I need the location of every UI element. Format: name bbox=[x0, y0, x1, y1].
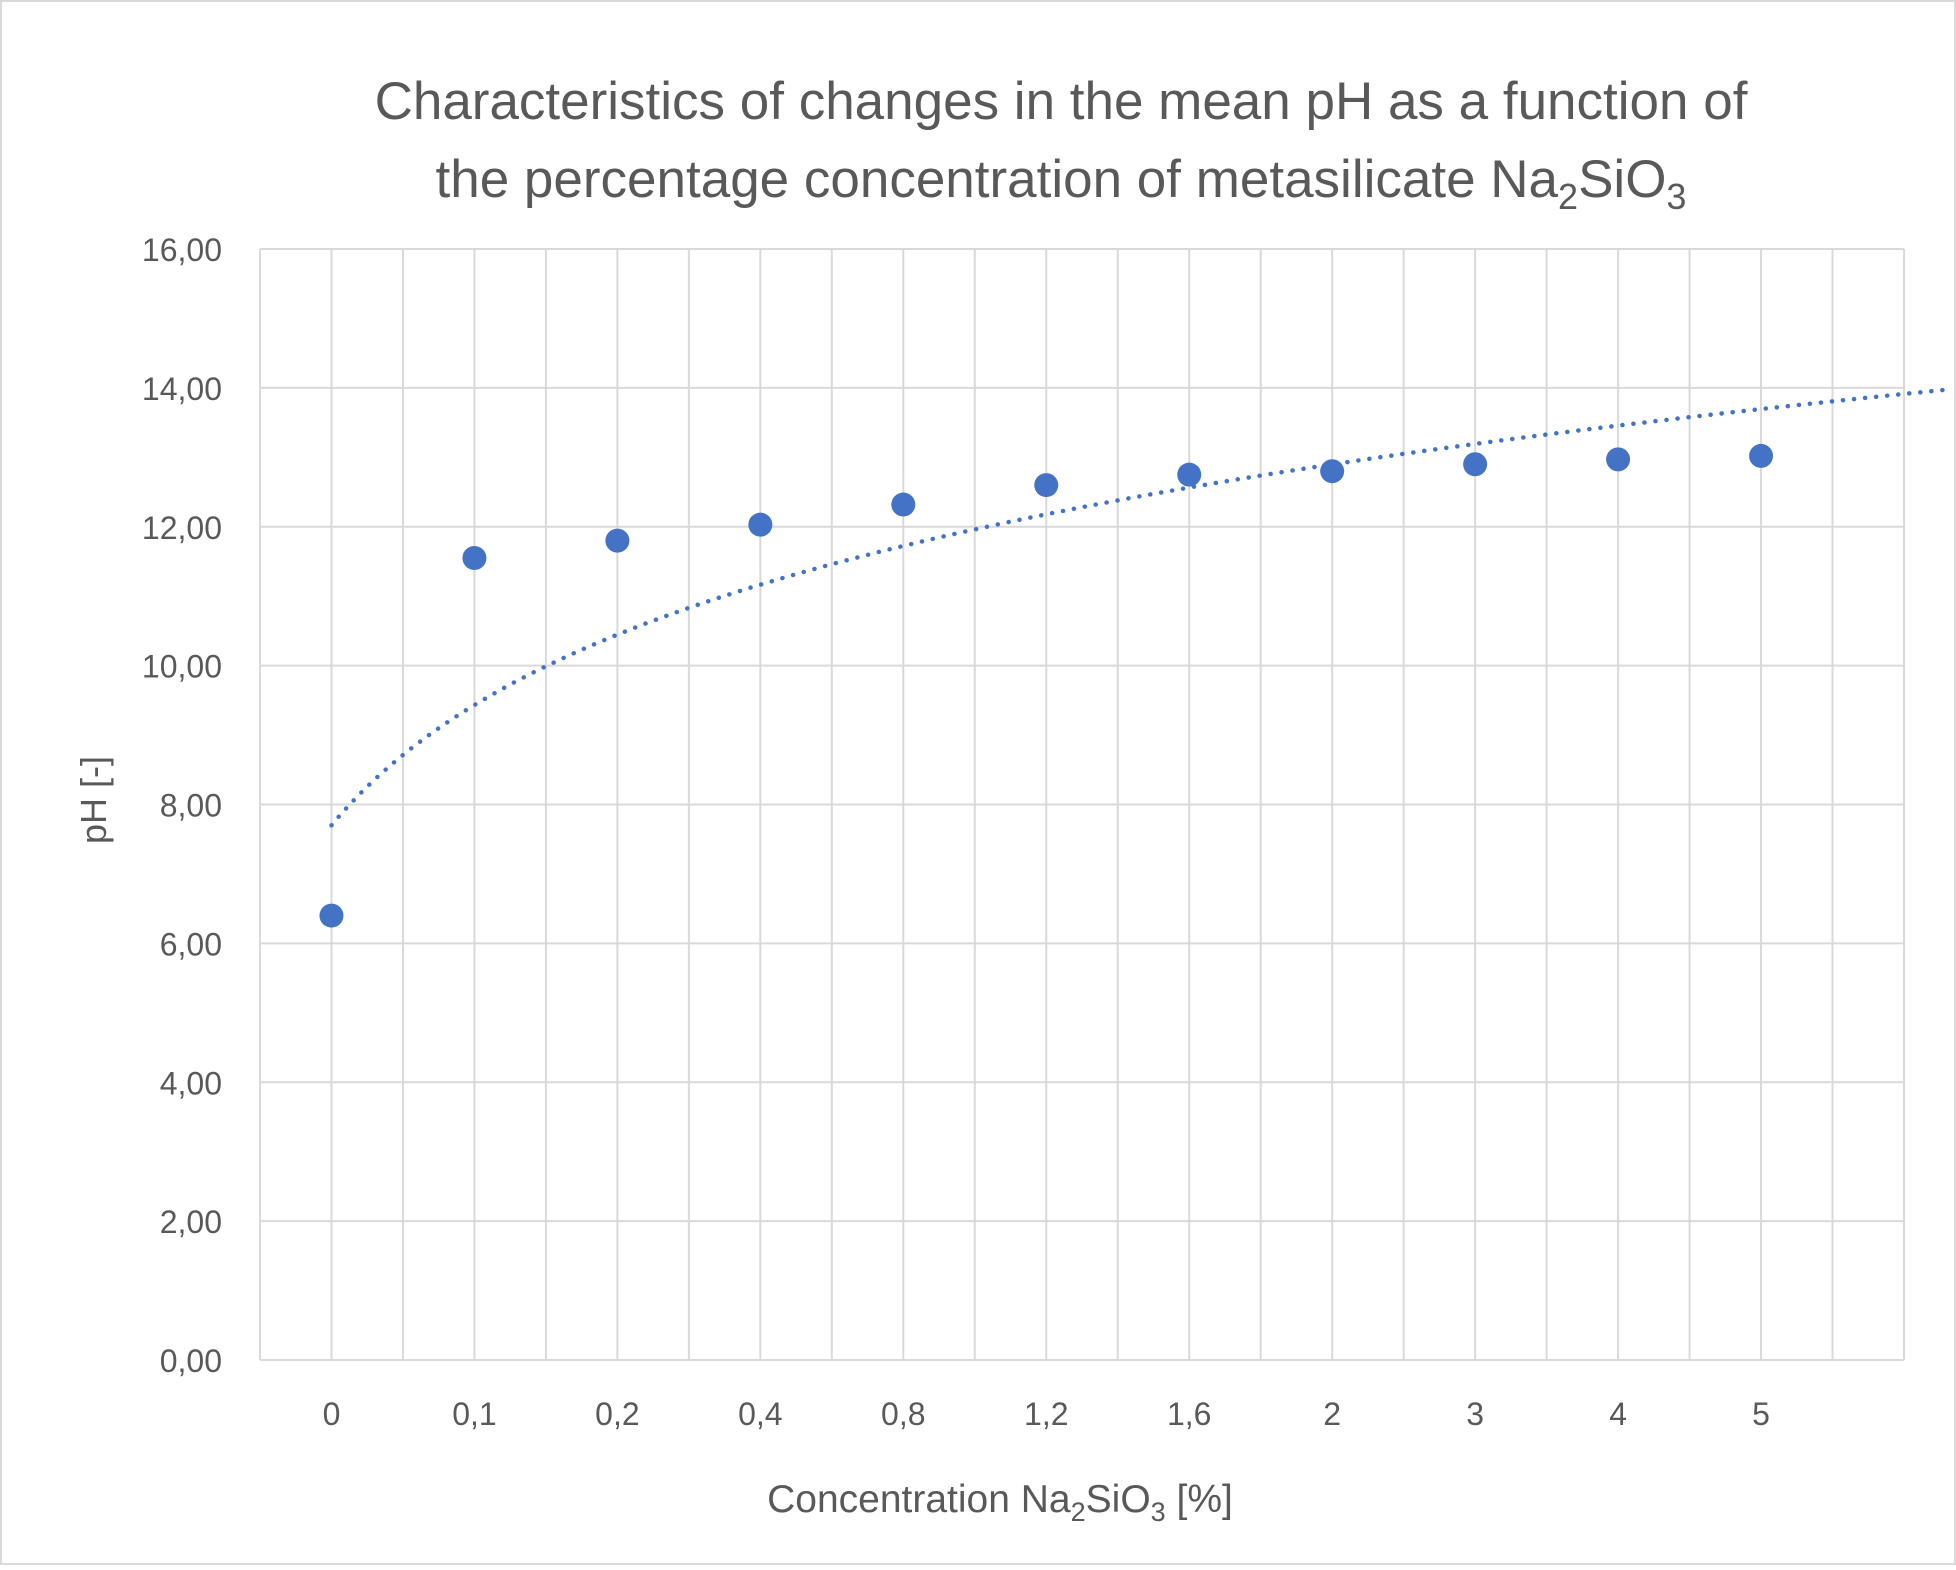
data-point bbox=[462, 545, 487, 570]
x-axis-label: Concentration Na2SiO3 [%] bbox=[767, 1478, 1233, 1527]
x-tick-labels: 0 0,1 0,2 0,4 0,8 1,2 1,6 2 3 4 5 bbox=[323, 1396, 1770, 1432]
x-tick-label: 0,8 bbox=[881, 1396, 925, 1432]
data-point bbox=[319, 903, 344, 928]
data-points bbox=[319, 443, 1774, 928]
y-tick-label: 8,00 bbox=[160, 788, 222, 824]
y-tick-label: 10,00 bbox=[142, 649, 222, 685]
x-tick-label: 5 bbox=[1752, 1396, 1770, 1432]
grid-layer bbox=[259, 248, 1905, 1361]
y-tick-label: 14,00 bbox=[142, 371, 222, 407]
trendline bbox=[329, 387, 1950, 828]
x-tick-label: 0,1 bbox=[452, 1396, 496, 1432]
x-tick-label: 2 bbox=[1323, 1396, 1341, 1432]
data-point bbox=[748, 512, 773, 537]
x-tick-label: 0,2 bbox=[595, 1396, 639, 1432]
chart-title-line2: the percentage concentration of metasili… bbox=[436, 150, 1687, 217]
data-point bbox=[1177, 462, 1202, 487]
y-tick-labels: 0,00 2,00 4,00 6,00 8,00 10,00 12,00 14,00 16,00 bbox=[142, 232, 222, 1379]
data-point bbox=[1320, 459, 1345, 484]
data-point bbox=[891, 492, 916, 517]
x-tick-label: 1,6 bbox=[1167, 1396, 1211, 1432]
data-point bbox=[1749, 443, 1774, 468]
x-tick-label: 3 bbox=[1466, 1396, 1484, 1432]
x-tick-label: 1,2 bbox=[1024, 1396, 1068, 1432]
y-tick-label: 6,00 bbox=[160, 926, 222, 962]
y-tick-label: 2,00 bbox=[160, 1204, 222, 1240]
data-point bbox=[1034, 473, 1059, 498]
data-point bbox=[1463, 452, 1488, 477]
y-tick-label: 0,00 bbox=[160, 1343, 222, 1379]
y-tick-label: 12,00 bbox=[142, 510, 222, 546]
trendline-layer bbox=[329, 387, 1950, 828]
y-axis-label: pH [-] bbox=[73, 756, 114, 844]
data-point bbox=[605, 528, 630, 553]
x-tick-label: 0 bbox=[323, 1396, 341, 1432]
data-point bbox=[1606, 447, 1631, 472]
y-tick-label: 4,00 bbox=[160, 1065, 222, 1101]
x-tick-label: 4 bbox=[1609, 1396, 1627, 1432]
y-tick-label: 16,00 bbox=[142, 232, 222, 268]
x-tick-label: 0,4 bbox=[738, 1396, 782, 1432]
chart-title-line1: Characteristics of changes in the mean p… bbox=[375, 72, 1748, 131]
